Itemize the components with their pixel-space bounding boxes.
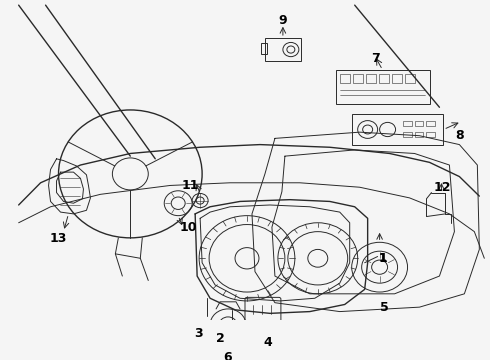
Text: 9: 9 xyxy=(279,14,287,27)
Bar xyxy=(403,121,412,126)
Text: 6: 6 xyxy=(224,351,232,360)
Text: 3: 3 xyxy=(194,327,202,340)
Text: 5: 5 xyxy=(380,301,389,314)
Bar xyxy=(366,75,376,83)
Bar xyxy=(426,121,436,126)
Text: 8: 8 xyxy=(455,129,464,142)
Bar xyxy=(265,38,301,61)
Bar xyxy=(340,75,350,83)
Text: 12: 12 xyxy=(434,181,451,194)
Text: 2: 2 xyxy=(216,332,224,345)
Bar xyxy=(415,132,423,136)
Bar xyxy=(405,75,415,83)
Bar xyxy=(352,114,443,145)
Text: 13: 13 xyxy=(50,232,67,245)
Bar xyxy=(353,75,363,83)
Bar xyxy=(415,121,423,126)
Text: 1: 1 xyxy=(378,252,387,265)
Text: 7: 7 xyxy=(371,52,380,65)
Bar xyxy=(379,75,389,83)
Bar xyxy=(336,70,431,104)
Text: 10: 10 xyxy=(179,221,197,234)
Text: 1: 1 xyxy=(379,253,387,263)
Bar xyxy=(261,43,267,54)
Text: 11: 11 xyxy=(181,179,199,192)
Bar xyxy=(403,132,412,136)
Bar xyxy=(426,132,436,136)
Bar xyxy=(392,75,401,83)
Text: 4: 4 xyxy=(264,336,272,349)
